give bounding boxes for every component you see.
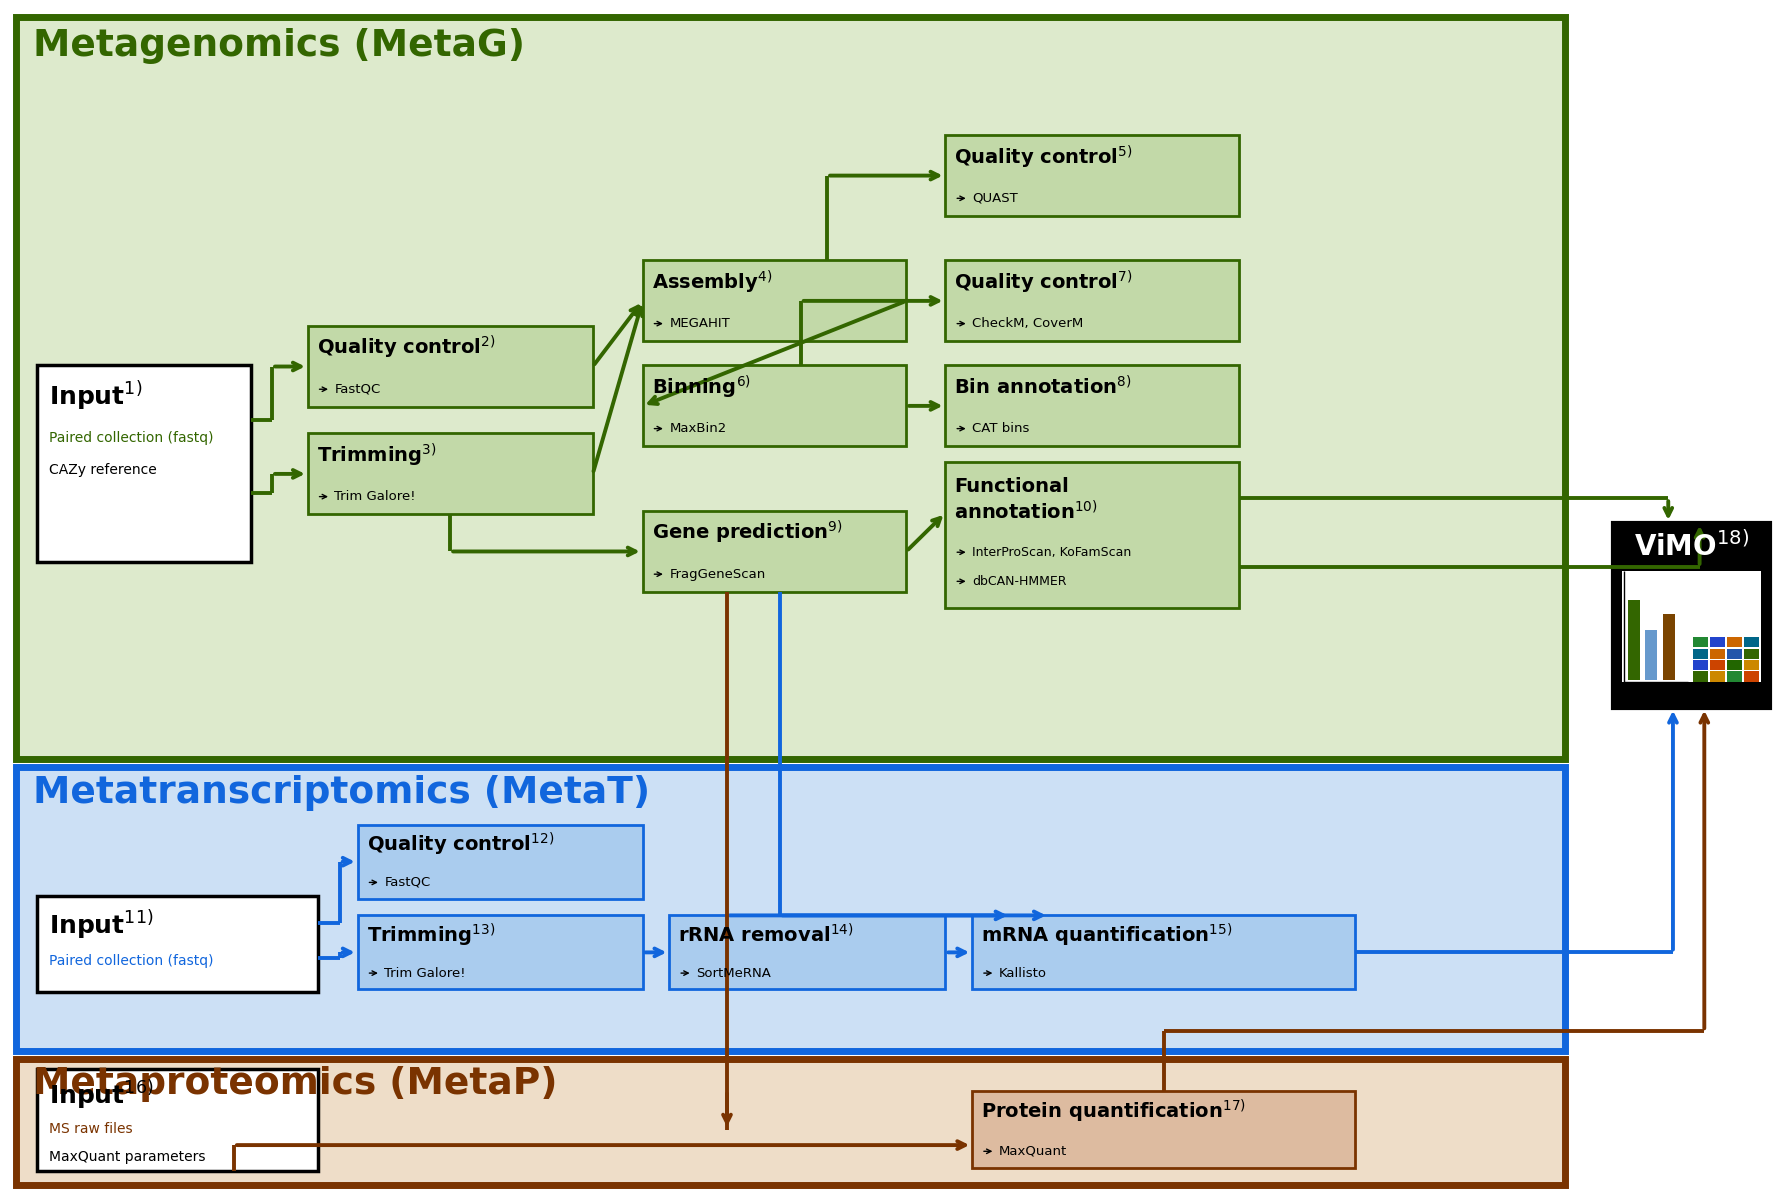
FancyBboxPatch shape — [1627, 600, 1639, 681]
FancyBboxPatch shape — [1745, 671, 1759, 682]
Text: Input$^{11)}$: Input$^{11)}$ — [50, 908, 153, 941]
FancyBboxPatch shape — [1622, 570, 1761, 682]
Text: Trim Galore!: Trim Galore! — [334, 490, 416, 504]
FancyBboxPatch shape — [1645, 630, 1657, 681]
Text: FragGeneScan: FragGeneScan — [669, 568, 765, 581]
Text: Trim Galore!: Trim Galore! — [384, 966, 466, 980]
Text: Trimming$^{13)}$: Trimming$^{13)}$ — [366, 922, 494, 948]
FancyBboxPatch shape — [1613, 523, 1770, 708]
FancyBboxPatch shape — [946, 135, 1240, 216]
FancyBboxPatch shape — [1745, 648, 1759, 659]
FancyBboxPatch shape — [642, 365, 906, 446]
Text: Paired collection (fastq): Paired collection (fastq) — [50, 953, 214, 968]
FancyBboxPatch shape — [1693, 637, 1707, 647]
FancyBboxPatch shape — [1711, 637, 1725, 647]
Text: Metaproteomics (MetaP): Metaproteomics (MetaP) — [34, 1066, 558, 1102]
FancyBboxPatch shape — [309, 327, 592, 407]
FancyBboxPatch shape — [37, 1069, 319, 1171]
FancyBboxPatch shape — [357, 825, 642, 898]
FancyBboxPatch shape — [1693, 660, 1707, 670]
FancyBboxPatch shape — [1711, 671, 1725, 682]
FancyBboxPatch shape — [16, 768, 1565, 1051]
FancyBboxPatch shape — [1727, 660, 1743, 670]
FancyBboxPatch shape — [37, 365, 252, 562]
Text: MS raw files: MS raw files — [50, 1122, 134, 1136]
Text: Gene prediction$^{9)}$: Gene prediction$^{9)}$ — [651, 519, 842, 547]
FancyBboxPatch shape — [1693, 648, 1707, 659]
Text: CAZy reference: CAZy reference — [50, 463, 157, 477]
FancyBboxPatch shape — [642, 261, 906, 341]
Text: FastQC: FastQC — [334, 383, 380, 396]
Text: Metatranscriptomics (MetaT): Metatranscriptomics (MetaT) — [34, 775, 651, 811]
FancyBboxPatch shape — [16, 17, 1565, 759]
FancyBboxPatch shape — [1727, 648, 1743, 659]
FancyBboxPatch shape — [972, 915, 1356, 989]
Text: MaxBin2: MaxBin2 — [669, 422, 726, 435]
FancyBboxPatch shape — [642, 511, 906, 592]
FancyBboxPatch shape — [946, 261, 1240, 341]
Text: Metagenomics (MetaG): Metagenomics (MetaG) — [34, 28, 526, 63]
Text: Quality control$^{2)}$: Quality control$^{2)}$ — [318, 334, 496, 361]
Text: Quality control$^{12)}$: Quality control$^{12)}$ — [366, 831, 555, 859]
Text: Trimming$^{3)}$: Trimming$^{3)}$ — [318, 441, 437, 469]
FancyBboxPatch shape — [1727, 671, 1743, 682]
Text: MEGAHIT: MEGAHIT — [669, 317, 730, 330]
Text: ViMO$^{18)}$: ViMO$^{18)}$ — [1634, 531, 1750, 562]
Text: CAT bins: CAT bins — [972, 422, 1029, 435]
Text: Bin annotation$^{8)}$: Bin annotation$^{8)}$ — [954, 376, 1131, 398]
Text: Quality control$^{5)}$: Quality control$^{5)}$ — [954, 144, 1133, 171]
FancyBboxPatch shape — [1711, 660, 1725, 670]
FancyBboxPatch shape — [1745, 637, 1759, 647]
FancyBboxPatch shape — [37, 896, 319, 991]
Text: Functional: Functional — [954, 477, 1069, 496]
Text: Input$^{16)}$: Input$^{16)}$ — [50, 1079, 153, 1112]
Text: QUAST: QUAST — [972, 191, 1019, 205]
Text: rRNA removal$^{14)}$: rRNA removal$^{14)}$ — [678, 923, 855, 947]
FancyBboxPatch shape — [669, 915, 946, 989]
FancyBboxPatch shape — [1663, 614, 1675, 681]
FancyBboxPatch shape — [1711, 648, 1725, 659]
Text: Binning$^{6)}$: Binning$^{6)}$ — [651, 373, 751, 401]
Text: FastQC: FastQC — [384, 875, 430, 889]
Text: MaxQuant: MaxQuant — [999, 1145, 1067, 1158]
Text: dbCAN-HMMER: dbCAN-HMMER — [972, 575, 1067, 588]
Text: Assembly$^{4)}$: Assembly$^{4)}$ — [651, 269, 772, 295]
Text: InterProScan, KoFamScan: InterProScan, KoFamScan — [972, 545, 1131, 559]
FancyBboxPatch shape — [1693, 671, 1707, 682]
FancyBboxPatch shape — [16, 1058, 1565, 1185]
Text: CheckM, CoverM: CheckM, CoverM — [972, 317, 1083, 330]
Text: Kallisto: Kallisto — [999, 966, 1047, 980]
Text: SortMeRNA: SortMeRNA — [696, 966, 771, 980]
FancyBboxPatch shape — [946, 365, 1240, 446]
FancyBboxPatch shape — [946, 462, 1240, 608]
FancyBboxPatch shape — [309, 433, 592, 514]
Text: Quality control$^{7)}$: Quality control$^{7)}$ — [954, 269, 1133, 295]
FancyBboxPatch shape — [1745, 660, 1759, 670]
Text: mRNA quantification$^{15)}$: mRNA quantification$^{15)}$ — [981, 922, 1233, 948]
Text: Input$^{1)}$: Input$^{1)}$ — [50, 379, 143, 413]
Text: annotation$^{10)}$: annotation$^{10)}$ — [954, 500, 1099, 523]
Text: MaxQuant parameters: MaxQuant parameters — [50, 1151, 205, 1165]
FancyBboxPatch shape — [972, 1091, 1356, 1168]
Text: Paired collection (fastq): Paired collection (fastq) — [50, 431, 214, 445]
FancyBboxPatch shape — [1727, 637, 1743, 647]
Text: Protein quantification$^{17)}$: Protein quantification$^{17)}$ — [981, 1098, 1245, 1125]
FancyBboxPatch shape — [357, 915, 642, 989]
